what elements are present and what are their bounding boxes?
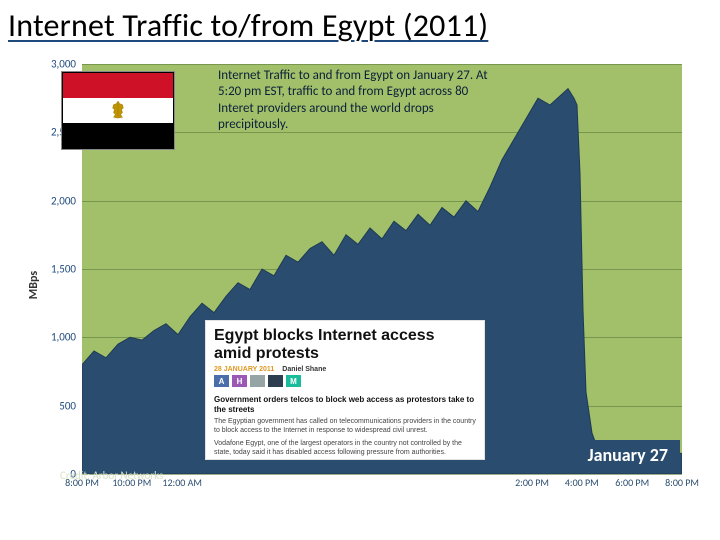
gridline — [82, 474, 682, 475]
news-subhead: Government orders telcos to block web ac… — [214, 395, 476, 414]
flag-stripe-black — [63, 123, 173, 148]
page-title-text: Internet Traffic to/from Egypt (2011) — [8, 6, 488, 45]
egypt-flag — [62, 72, 174, 149]
y-tick-label: 1,500 — [51, 263, 76, 276]
flag-stripe-white — [63, 98, 173, 123]
share-icon[interactable]: A — [214, 375, 229, 387]
page-title: Internet Traffic to/from Egypt (2011) — [8, 6, 488, 45]
chart-annotation: Internet Traffic to and from Egypt on Ja… — [218, 68, 488, 133]
x-axis-ticks: 8:00 PM10:00 PM12:00 AM2:00 PM4:00 PM6:0… — [82, 476, 682, 506]
news-headline: Egypt blocks Internet access amid protes… — [214, 327, 476, 362]
x-tick-label: 6:00 PM — [615, 476, 649, 489]
news-meta: 28 JANUARY 2011 Daniel Shane — [214, 366, 476, 373]
news-body-1: The Egyptian government has called on te… — [214, 418, 476, 436]
share-icon[interactable]: H — [232, 375, 247, 387]
x-tick-label: 8:00 PM — [665, 476, 699, 489]
share-icon[interactable] — [250, 375, 265, 387]
flag-stripe-red — [63, 73, 173, 98]
date-badge: January 27 — [576, 440, 680, 470]
x-tick-label: 12:00 AM — [162, 476, 202, 489]
y-tick-label: 3,000 — [51, 58, 76, 71]
credit-text: Credit: Arbor Networks — [60, 469, 163, 482]
news-share-bar: AH M — [214, 375, 476, 387]
news-body-2: Vodafone Egypt, one of the largest opera… — [214, 440, 476, 458]
news-clipping: Egypt blocks Internet access amid protes… — [205, 320, 485, 460]
x-tick-label: 2:00 PM — [515, 476, 549, 489]
x-tick-label: 4:00 PM — [565, 476, 599, 489]
share-icon[interactable]: M — [286, 375, 301, 387]
eagle-icon — [109, 100, 127, 120]
y-tick-label: 500 — [59, 399, 76, 412]
y-tick-label: 2,000 — [51, 194, 76, 207]
news-date: 28 JANUARY 2011 — [214, 366, 274, 373]
news-author: Daniel Shane — [282, 366, 326, 373]
share-icon[interactable] — [268, 375, 283, 387]
y-tick-label: 1,000 — [51, 331, 76, 344]
slide-root: Internet Traffic to/from Egypt (2011) MB… — [0, 0, 720, 540]
